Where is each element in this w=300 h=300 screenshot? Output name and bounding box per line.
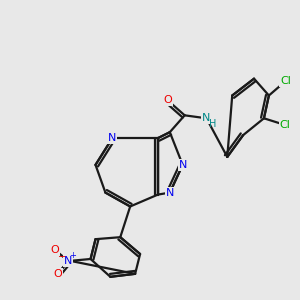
Text: Cl: Cl: [280, 76, 291, 86]
Text: N: N: [202, 113, 211, 123]
Text: O: O: [164, 95, 172, 106]
Text: −: −: [58, 252, 66, 262]
Text: N: N: [108, 133, 116, 143]
Text: N: N: [64, 256, 73, 266]
Text: Cl: Cl: [280, 120, 291, 130]
Text: H: H: [209, 118, 217, 129]
Text: O: O: [51, 245, 59, 255]
Text: N: N: [166, 188, 174, 198]
Text: N: N: [178, 160, 187, 170]
Text: +: +: [69, 250, 76, 260]
Text: O: O: [53, 269, 62, 279]
